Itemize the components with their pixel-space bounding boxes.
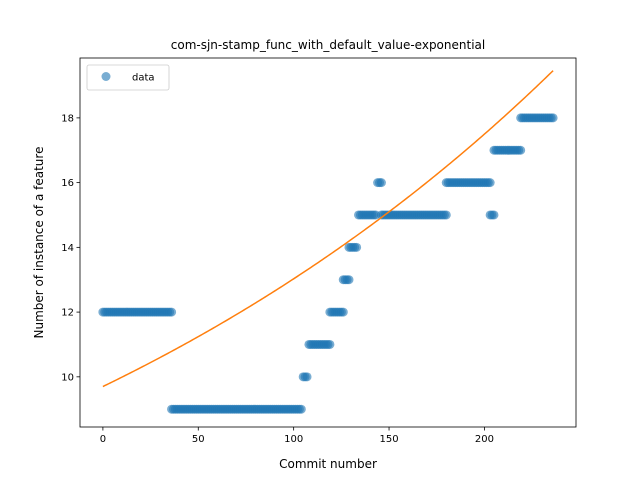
data-point [442,210,451,219]
data-point [377,178,386,187]
data-point [516,146,525,155]
y-axis-label: Number of instance of a feature [32,147,46,339]
x-tick-label: 0 [100,434,106,445]
y-tick-label: 14 [61,243,74,254]
y-tick-label: 10 [61,372,74,383]
y-tick-label: 18 [61,113,74,124]
data-point [325,340,334,349]
legend: data [87,65,169,90]
data-point [339,308,348,317]
x-axis-label: Commit number [279,457,377,471]
data-point [303,372,312,381]
x-tick-label: 150 [379,434,398,445]
data-point [352,243,361,252]
legend-label-data: data [132,73,155,84]
x-tick-label: 200 [475,434,494,445]
x-tick-label: 100 [284,434,303,445]
y-tick-label: 12 [61,308,74,319]
data-point [489,210,498,219]
data-point [167,308,176,317]
y-tick-label: 16 [61,178,74,189]
x-tick-label: 50 [192,434,205,445]
chart-title: com-sjn-stamp_func_with_default_value-ex… [171,38,485,52]
data-point [344,275,353,284]
legend-marker-data [102,72,111,81]
data-point [297,405,306,414]
data-point [486,178,495,187]
legend-box [87,65,169,90]
data-point [549,113,558,122]
